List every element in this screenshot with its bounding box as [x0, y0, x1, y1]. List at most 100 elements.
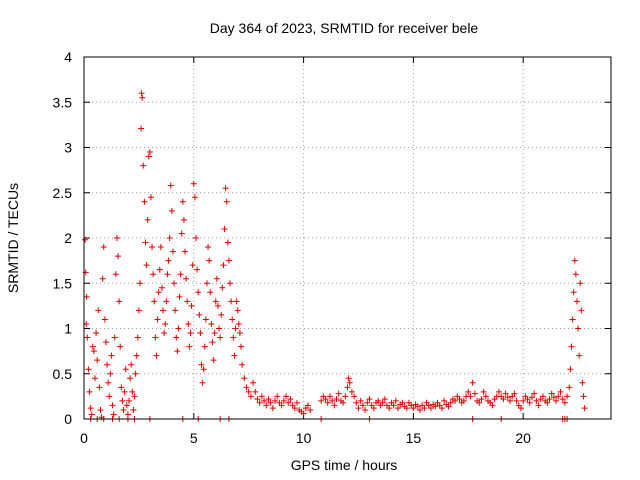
data-point: [168, 207, 175, 214]
data-point: [85, 366, 92, 373]
data-point: [571, 257, 578, 264]
data-point: [175, 325, 182, 332]
data-point: [223, 198, 230, 205]
data-point: [140, 162, 147, 169]
data-point: [283, 393, 290, 400]
data-point: [267, 399, 274, 406]
data-point: [254, 396, 261, 403]
data-point: [579, 379, 586, 386]
y-tick-label: 4: [64, 49, 72, 65]
data-point: [207, 289, 214, 296]
data-point: [346, 379, 353, 386]
y-tick-label: 1: [64, 321, 72, 337]
data-point: [96, 384, 103, 391]
data-point: [102, 339, 109, 346]
data-point: [232, 325, 239, 332]
data-point: [123, 402, 130, 409]
data-point: [441, 397, 448, 404]
data-point: [128, 361, 135, 368]
data-point: [141, 198, 148, 205]
data-point: [274, 393, 281, 400]
data-point: [105, 379, 112, 386]
data-point: [180, 216, 187, 223]
data-point: [95, 307, 102, 314]
data-point: [93, 330, 100, 337]
data-point: [89, 343, 96, 350]
data-point: [144, 216, 151, 223]
data-point: [577, 280, 584, 287]
data-point: [130, 406, 137, 413]
data-point: [399, 399, 406, 406]
data-point: [513, 397, 520, 404]
data-point: [460, 397, 467, 404]
data-point: [553, 397, 560, 404]
data-point: [340, 399, 347, 406]
data-point: [304, 402, 311, 409]
chart-title: Day 364 of 2023, SRMTID for receiver bel…: [210, 20, 479, 36]
data-point: [252, 388, 259, 395]
data-point: [112, 271, 119, 278]
data-series-srmtid: [82, 90, 588, 422]
data-point: [219, 284, 226, 291]
data-point: [476, 399, 483, 406]
data-point: [178, 230, 185, 237]
data-point: [135, 307, 142, 314]
data-point: [225, 257, 232, 264]
data-point: [432, 403, 439, 410]
data-point: [165, 257, 172, 264]
data-point: [199, 379, 206, 386]
data-point: [438, 405, 445, 412]
data-point: [154, 316, 161, 323]
data-point: [564, 393, 571, 400]
data-point: [575, 325, 582, 332]
data-point: [129, 388, 136, 395]
data-point: [179, 198, 186, 205]
data-point: [375, 397, 382, 404]
data-point: [456, 396, 463, 403]
data-point: [205, 244, 212, 251]
data-point: [171, 280, 178, 287]
data-point: [108, 352, 115, 359]
x-axis-ticks: 0 5 10 15 20: [80, 57, 531, 446]
data-point: [293, 399, 300, 406]
data-point: [221, 225, 228, 232]
data-point: [122, 366, 129, 373]
data-point: [97, 406, 104, 413]
data-point: [496, 388, 503, 395]
data-point: [224, 239, 231, 246]
data-point: [269, 405, 276, 412]
data-point: [138, 90, 145, 97]
data-point: [520, 397, 527, 404]
data-point: [572, 271, 579, 278]
data-point: [101, 316, 108, 323]
data-point: [421, 405, 428, 412]
data-point: [111, 334, 118, 341]
data-point: [104, 361, 111, 368]
data-point: [247, 393, 254, 400]
data-point: [392, 397, 399, 404]
x-axis-label: GPS time / hours: [291, 457, 398, 473]
data-point: [526, 399, 533, 406]
data-point: [581, 405, 588, 412]
data-point: [364, 399, 371, 406]
data-point: [379, 399, 386, 406]
data-point: [200, 366, 207, 373]
data-point: [209, 339, 216, 346]
data-point: [214, 302, 221, 309]
data-point: [239, 361, 246, 368]
data-point: [138, 125, 145, 132]
data-point: [285, 399, 292, 406]
data-point: [414, 403, 421, 410]
data-point: [403, 405, 410, 412]
data-point: [183, 275, 190, 282]
data-point: [192, 235, 199, 241]
data-point: [546, 396, 553, 403]
data-point: [324, 399, 331, 406]
data-point: [185, 320, 192, 327]
x-tick-label: 20: [515, 430, 531, 446]
data-point: [115, 253, 122, 260]
data-point: [386, 405, 393, 412]
data-point: [139, 94, 146, 101]
data-point: [142, 239, 149, 246]
data-point: [201, 343, 208, 350]
